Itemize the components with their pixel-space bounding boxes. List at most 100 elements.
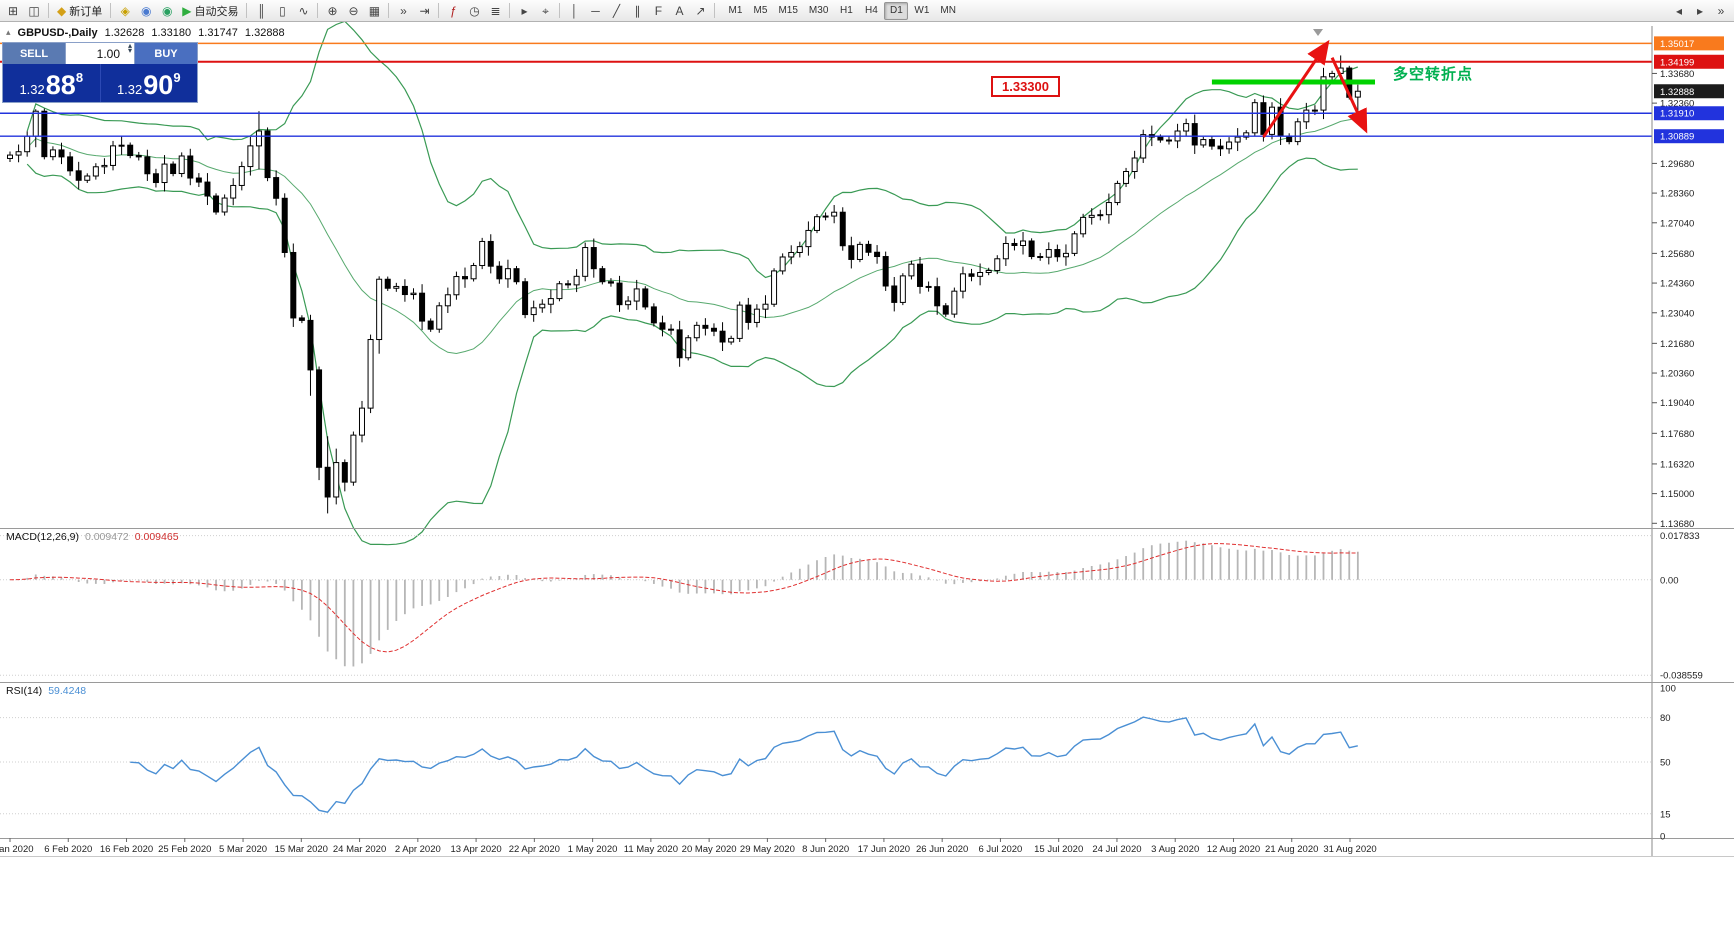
periods-icon: ◷: [469, 3, 480, 18]
cursor-button[interactable]: ▸: [514, 1, 534, 21]
volume-up-icon[interactable]: ▴: [127, 41, 132, 50]
volume-input[interactable]: 1.00 ▴ ▾: [65, 41, 135, 64]
turning-point-label[interactable]: 多空转折点: [1393, 66, 1474, 83]
timeframe-m30-button[interactable]: M30: [808, 5, 829, 16]
data-window-button[interactable]: ◉: [136, 1, 156, 21]
svg-text:17 Jun 2020: 17 Jun 2020: [858, 844, 910, 855]
svg-text:13 Apr 2020: 13 Apr 2020: [450, 844, 501, 855]
chart-canvas[interactable]: 1.33680 1.32360 1.29680 1.28360 1.27040 1.256…: [0, 22, 1734, 946]
svg-text:1 May 2020: 1 May 2020: [568, 844, 618, 855]
macd-signal-value: 0.009465: [134, 531, 179, 543]
line-chart-type-button[interactable]: ∿: [293, 1, 313, 21]
toolbar-separator: [714, 3, 716, 18]
svg-text:0: 0: [1660, 832, 1665, 843]
scroll-left-button[interactable]: ◂: [1669, 1, 1689, 21]
market-watch-button[interactable]: ◈: [115, 1, 135, 21]
svg-text:8 Jan 2020: 8 Jan 2020: [0, 844, 34, 855]
templates-button[interactable]: ≣: [485, 1, 505, 21]
trendline-icon: ╱: [612, 3, 621, 18]
equidistant-channel-button[interactable]: ∥: [627, 1, 647, 21]
svg-text:100: 100: [1660, 684, 1676, 695]
chart-shift-icon: ⇥: [419, 3, 430, 18]
svg-text:1.30889: 1.30889: [1660, 132, 1694, 143]
sell-price-head: 1.32: [19, 82, 45, 97]
toolbar-overflow-button[interactable]: »: [1711, 1, 1731, 21]
svg-text:6 Feb 2020: 6 Feb 2020: [44, 844, 92, 855]
timeframe-d1-button[interactable]: D1: [884, 1, 909, 20]
svg-text:1.32360: 1.32360: [1660, 99, 1694, 110]
zoom-in-icon: ⊕: [327, 3, 338, 18]
svg-text:1.21680: 1.21680: [1660, 339, 1694, 350]
new-order-button[interactable]: ◆ 新订单: [53, 1, 106, 21]
sell-price-display[interactable]: 1.32 88 8: [3, 64, 100, 102]
chart-shift-button[interactable]: ⇥: [414, 1, 434, 21]
timeframe-m5-button[interactable]: M5: [753, 5, 768, 16]
indicators-button[interactable]: ƒ: [443, 1, 463, 21]
svg-text:50: 50: [1660, 758, 1671, 769]
buy-price-display[interactable]: 1.32 90 9: [99, 64, 198, 102]
text-label-button[interactable]: A: [669, 1, 689, 21]
navigator-icon: ◉: [161, 3, 173, 18]
vertical-line-button[interactable]: │: [564, 1, 584, 21]
svg-text:16 Feb 2020: 16 Feb 2020: [100, 844, 153, 855]
arrows-tool-icon: ↗: [695, 3, 706, 18]
new-order-icon: ◆: [57, 3, 67, 18]
toolbar-overflow-icon: »: [1717, 3, 1725, 18]
svg-text:8 Jun 2020: 8 Jun 2020: [802, 844, 849, 855]
ohlc-open: 1.32628: [104, 27, 145, 39]
toolbar-separator: [388, 3, 390, 18]
window-layout-button[interactable]: ◫: [24, 1, 44, 21]
svg-text:3 Aug 2020: 3 Aug 2020: [1151, 844, 1199, 855]
trendline-button[interactable]: ╱: [606, 1, 626, 21]
periods-button[interactable]: ◷: [464, 1, 484, 21]
navigator-button[interactable]: ◉: [157, 1, 177, 21]
timeframe-mn-button[interactable]: MN: [940, 5, 956, 16]
auto-trading-icon: ▶: [182, 3, 192, 18]
arrows-tool-button[interactable]: ↗: [690, 1, 710, 21]
scroll-right-button[interactable]: ▸: [1690, 1, 1710, 21]
auto-scroll-button[interactable]: »: [393, 1, 413, 21]
timeframe-h4-button[interactable]: H4: [864, 5, 878, 16]
zoom-out-icon: ⊖: [348, 3, 359, 18]
svg-text:1.31910: 1.31910: [1660, 109, 1694, 120]
svg-text:1.27040: 1.27040: [1660, 218, 1694, 229]
timeframe-m15-button[interactable]: M15: [778, 5, 798, 16]
auto-scroll-icon: »: [400, 3, 407, 18]
chart-collapse-icon[interactable]: ▴: [6, 27, 11, 37]
volume-down-icon[interactable]: ▾: [127, 45, 132, 55]
svg-text:6 Jul 2020: 6 Jul 2020: [979, 844, 1023, 855]
timeframe-m1-button[interactable]: M1: [728, 5, 743, 16]
auto-trading-button[interactable]: ▶ 自动交易: [178, 1, 242, 21]
templates-icon: ≣: [490, 3, 501, 18]
equidistant-channel-icon: ∥: [634, 3, 641, 18]
sell-button[interactable]: SELL: [3, 43, 65, 64]
svg-text:1.28360: 1.28360: [1660, 189, 1694, 200]
price-annotation-label[interactable]: 1.33300: [991, 76, 1060, 97]
candle-chart-type-button[interactable]: ▯: [272, 1, 292, 21]
zoom-out-button[interactable]: ⊖: [343, 1, 363, 21]
buy-price-head: 1.32: [116, 82, 143, 97]
line-chart-type-icon: ∿: [298, 3, 309, 18]
buy-price-sup: 9: [173, 70, 181, 85]
data-window-icon: ◉: [140, 3, 152, 18]
svg-text:1.32888: 1.32888: [1660, 87, 1694, 98]
market-watch-icon: ◈: [120, 3, 130, 18]
new-chart-icon: ⊞: [7, 3, 19, 18]
svg-text:5 Mar 2020: 5 Mar 2020: [219, 844, 267, 855]
svg-text:21 Aug 2020: 21 Aug 2020: [1265, 844, 1318, 855]
fibonacci-button[interactable]: F: [648, 1, 668, 21]
svg-text:15 Jul 2020: 15 Jul 2020: [1034, 844, 1083, 855]
timeframe-h1-button[interactable]: H1: [839, 5, 853, 16]
horizontal-line-button[interactable]: ─: [585, 1, 605, 21]
sell-price-big: 88: [45, 70, 76, 101]
bar-chart-type-button[interactable]: ║: [251, 1, 271, 21]
timeframe-w1-button[interactable]: W1: [914, 5, 930, 16]
svg-text:24 Jul 2020: 24 Jul 2020: [1092, 844, 1141, 855]
zoom-in-button[interactable]: ⊕: [322, 1, 342, 21]
crosshair-button[interactable]: ⌖: [535, 1, 555, 21]
svg-text:-0.038559: -0.038559: [1660, 671, 1703, 682]
new-chart-button[interactable]: ⊞: [3, 1, 23, 21]
tile-windows-button[interactable]: ▦: [364, 1, 384, 21]
svg-text:1.15000: 1.15000: [1660, 489, 1694, 500]
buy-button[interactable]: BUY: [135, 43, 197, 64]
